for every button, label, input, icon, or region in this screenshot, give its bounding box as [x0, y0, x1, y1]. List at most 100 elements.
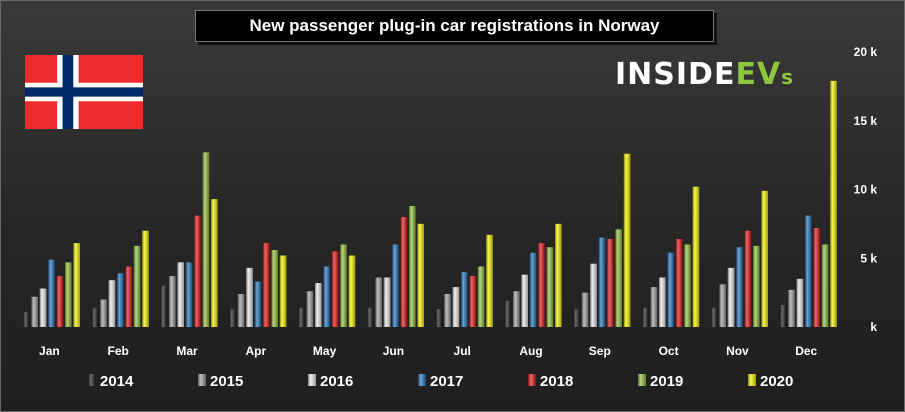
legend-swatch-shade-2015 [198, 374, 206, 386]
bar-shade-2019-Mar [202, 152, 210, 327]
logo-ev-text: EV [735, 57, 782, 92]
bar-shade-2015-Jul [444, 294, 451, 327]
bar-shade-2019-Jan [65, 262, 72, 327]
y-tick-label: k [870, 320, 877, 334]
bar-shade-2014-Jun [367, 307, 374, 327]
bar-shade-2017-May [323, 266, 330, 327]
bar-shade-2020-Jan [73, 243, 80, 327]
bar-shade-2015-Jun [375, 277, 382, 327]
x-category-label: Oct [659, 344, 679, 358]
chart-title-box: New passenger plug-in car registrations … [195, 10, 714, 42]
bar-shade-2014-May [298, 307, 305, 327]
bar-shade-2016-Dec [796, 278, 804, 327]
bar-shade-2015-Jan [31, 296, 38, 327]
bar-shade-2014-Dec [779, 305, 787, 327]
bar-shade-2019-Jun [409, 206, 416, 327]
logo-s-text: s [781, 65, 795, 89]
legend-label-2018: 2018 [540, 373, 573, 390]
y-tick-label: 20 k [854, 45, 878, 59]
legend-label-2016: 2016 [320, 373, 353, 390]
bar-shade-2019-Jul [477, 266, 485, 327]
bar-shade-2018-Sep [607, 239, 614, 327]
bar-shade-2019-Oct [684, 244, 691, 327]
bar-shade-2015-Oct [650, 287, 658, 327]
bar-shade-2017-Oct [667, 252, 674, 327]
legend-swatch-shade-2020 [748, 374, 756, 386]
bar-shade-2017-Mar [185, 262, 193, 327]
bar-shade-2019-Sep [615, 229, 622, 327]
x-axis-categories: Jan Feb Mar Apr May Jun Jul Aug Sep Oct Nov Dec [39, 344, 817, 358]
bar-shade-2015-Aug [513, 291, 520, 327]
bar-shade-2020-Aug [555, 223, 562, 327]
legend-swatch-shade-2018 [528, 374, 536, 386]
bar-shade-2015-May [306, 291, 314, 327]
y-tick-label: 5 k [860, 251, 877, 265]
logo-main-text: INSIDE [615, 57, 736, 92]
bar-shade-2018-Mar [194, 215, 201, 327]
legend: 2014 2015 2016 2017 2018 2019 2020 [88, 373, 793, 390]
bar-shade-2019-May [340, 244, 347, 327]
bar-shade-2018-Nov [744, 230, 752, 327]
flag-cross-blue-horizontal [25, 87, 143, 97]
bar-shade-2016-Mar [177, 262, 184, 327]
legend-label-2017: 2017 [430, 373, 463, 390]
insideevs-logo: INSIDEEVs [615, 57, 815, 92]
bar-shade-2018-Jan [56, 276, 64, 327]
y-tick-label: 10 k [854, 183, 878, 197]
bar-shade-2015-Mar [169, 276, 176, 327]
bar-shade-2015-Apr [237, 294, 245, 327]
bar-shade-2016-Nov [727, 267, 735, 327]
x-category-label: Nov [726, 344, 749, 358]
x-category-label: Jan [39, 344, 60, 358]
bar-shade-2016-Jan [39, 288, 47, 327]
bar-shade-2018-Aug [538, 243, 545, 327]
bar-shade-2014-Jul [435, 309, 443, 327]
bar-shade-2016-May [315, 283, 322, 327]
bar-shade-2014-Apr [229, 309, 236, 327]
bar-shade-2018-Feb [125, 266, 132, 327]
bar-shade-2016-Apr [246, 267, 253, 327]
bar-shade-2017-Jul [461, 272, 468, 327]
bar-shade-2017-Dec [805, 215, 812, 327]
bar-shade-2017-Nov [736, 247, 743, 327]
bar-shade-2020-Feb [142, 230, 149, 327]
legend-swatch-shade-2016 [308, 374, 316, 386]
bar-shade-2014-Aug [504, 300, 512, 327]
bar-shade-2020-Dec [830, 80, 837, 327]
x-category-label: Apr [245, 344, 266, 358]
x-category-label: Jul [454, 344, 471, 358]
bar-shade-2019-Nov [753, 245, 760, 327]
bar-shade-2018-Oct [675, 239, 683, 327]
x-category-label: Mar [176, 344, 198, 358]
legend-label-2014: 2014 [100, 373, 134, 390]
x-category-label: Aug [519, 344, 542, 358]
bar-shade-2020-Nov [761, 190, 768, 327]
bar-shade-2020-Apr [279, 255, 287, 327]
bar-shade-2020-Oct [692, 186, 700, 327]
bar-shade-2018-May [331, 251, 339, 327]
bar-shade-2019-Feb [133, 245, 141, 327]
x-category-label: Dec [795, 344, 817, 358]
bar-shade-2020-May [348, 255, 356, 327]
x-category-label: Sep [589, 344, 611, 358]
bar-shade-2014-Jan [23, 311, 30, 327]
bar-shade-2017-Jun [392, 244, 399, 327]
x-category-label: Feb [108, 344, 129, 358]
norway-flag-icon [25, 55, 143, 129]
bar-shade-2018-Apr [263, 243, 270, 327]
bar-shade-2016-Feb [108, 280, 116, 327]
bar-shade-2020-Sep [623, 153, 631, 327]
legend-swatch-shade-2019 [638, 374, 646, 386]
bar-shade-2014-Mar [160, 285, 168, 327]
legend-swatch-shade-2017 [418, 374, 426, 386]
bar-shade-2014-Nov [711, 307, 718, 327]
x-category-label: Jun [383, 344, 404, 358]
bar-shade-2017-Apr [254, 281, 262, 327]
bar-shade-2019-Aug [546, 247, 554, 327]
bar-shade-2016-Sep [590, 263, 597, 327]
bar-shade-2016-Aug [521, 274, 528, 327]
x-category-label: May [313, 344, 337, 358]
bar-shade-2017-Aug [529, 252, 537, 327]
bar-shade-2015-Nov [719, 284, 726, 327]
